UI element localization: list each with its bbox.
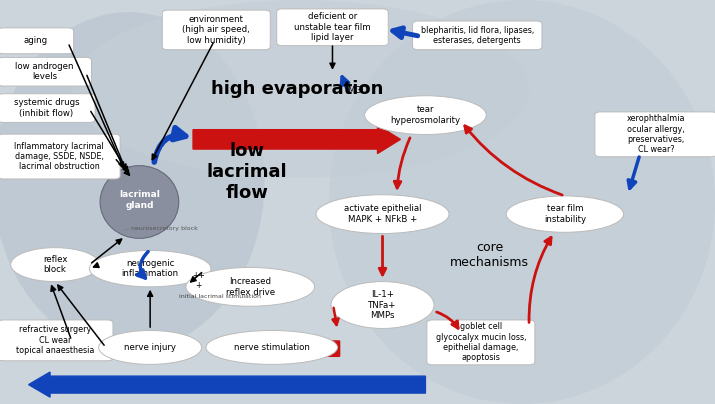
Text: activate epithelial
MAPK + NFkB +: activate epithelial MAPK + NFkB + [344,204,421,224]
Ellipse shape [329,0,715,404]
Ellipse shape [89,250,211,287]
Text: Increased
reflex drive: Increased reflex drive [226,277,275,297]
FancyArrow shape [193,125,400,154]
FancyBboxPatch shape [0,57,92,86]
FancyBboxPatch shape [0,94,95,122]
Text: neurogenic
inflammation: neurogenic inflammation [122,259,179,278]
Text: nerve injury: nerve injury [124,343,176,352]
Ellipse shape [100,166,179,238]
Text: deficient or
unstable tear film
lipid layer: deficient or unstable tear film lipid la… [294,13,371,42]
Text: reflex
block: reflex block [43,255,67,274]
Text: Inflammatory lacrimal
damage, SSDE, NSDE,
lacrimal obstruction: Inflammatory lacrimal damage, SSDE, NSDE… [14,142,104,171]
Text: tear film
instability: tear film instability [544,204,586,224]
FancyBboxPatch shape [427,320,535,365]
FancyArrowPatch shape [154,128,186,162]
Ellipse shape [506,196,623,232]
Text: nerve stimulation: nerve stimulation [234,343,310,352]
FancyBboxPatch shape [162,10,270,50]
FancyArrow shape [272,338,340,360]
FancyBboxPatch shape [0,320,113,361]
Text: environment
(high air speed,
low humidity): environment (high air speed, low humidit… [182,15,250,45]
Text: high evaporation: high evaporation [210,80,383,98]
Text: xerophthalmia
ocular allergy,
preservatives,
CL wear?: xerophthalmia ocular allergy, preservati… [627,114,685,154]
FancyArrow shape [29,372,425,397]
FancyBboxPatch shape [0,134,120,179]
Ellipse shape [331,282,434,328]
FancyBboxPatch shape [0,28,74,54]
Ellipse shape [11,248,99,282]
Text: low androgen
levels: low androgen levels [16,62,74,82]
Text: ++
+: ++ + [192,271,205,290]
Text: core
mechanisms: core mechanisms [450,240,529,269]
Text: .. neurosecretory block: .. neurosecretory block [125,226,198,231]
Ellipse shape [316,195,449,234]
Ellipse shape [99,330,202,364]
FancyBboxPatch shape [277,9,388,46]
Text: MGD: MGD [347,86,368,95]
FancyBboxPatch shape [595,112,715,157]
Text: lacrimal
gland: lacrimal gland [119,190,160,210]
FancyBboxPatch shape [413,21,542,50]
Text: blepharitis, lid flora, lipases,
esterases, detergents: blepharitis, lid flora, lipases, esteras… [420,25,534,45]
Text: systemic drugs
(inhibit flow): systemic drugs (inhibit flow) [14,98,79,118]
Text: initial lacrimal stimulation: initial lacrimal stimulation [179,295,260,299]
Ellipse shape [186,267,315,306]
Ellipse shape [72,0,529,178]
Text: goblet cell
glycocalyx mucin loss,
epithelial damage,
apoptosis: goblet cell glycocalyx mucin loss, epith… [435,322,526,362]
Text: tear
hyperosmolarity: tear hyperosmolarity [390,105,460,125]
Text: refractive surgery
CL wear
topical anaesthesia: refractive surgery CL wear topical anaes… [16,326,94,355]
Text: aging: aging [24,36,48,45]
Text: low
lacrimal
flow: low lacrimal flow [207,142,287,202]
Text: IL-1+
TNFa+
MMPs: IL-1+ TNFa+ MMPs [368,290,397,320]
Ellipse shape [0,12,265,351]
Ellipse shape [365,96,486,135]
FancyArrowPatch shape [137,252,148,278]
Ellipse shape [206,330,337,364]
